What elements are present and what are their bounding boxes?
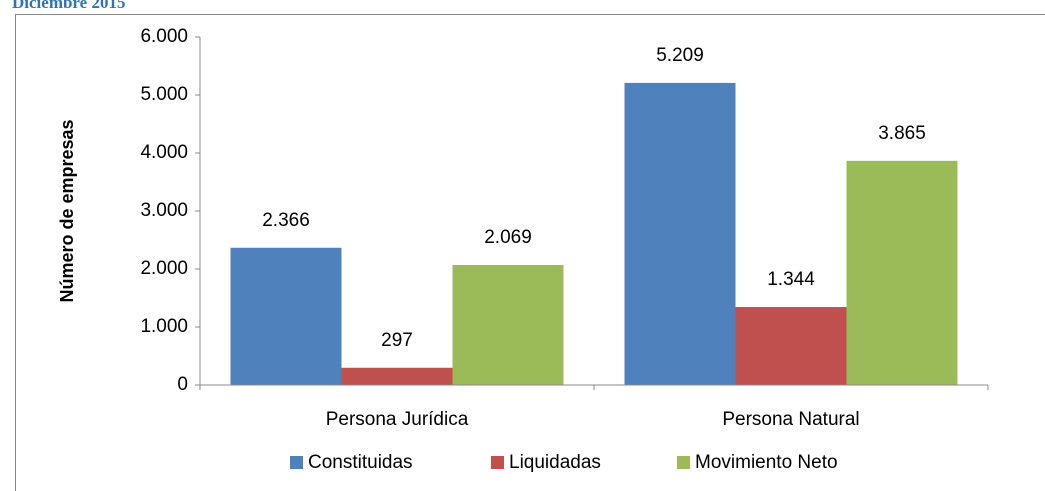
y-tick-label: 3.000: [140, 200, 188, 221]
value-label: 297: [381, 330, 413, 351]
y-tick-label: 0: [177, 374, 188, 395]
legend-swatch: [677, 456, 690, 469]
value-label: 2.069: [484, 227, 532, 248]
y-tick-label: 4.000: [140, 142, 188, 163]
bar: [735, 307, 847, 385]
y-tick-label: 6.000: [140, 26, 188, 47]
legend-label: Movimiento Neto: [695, 452, 838, 473]
value-label: 3.865: [878, 123, 926, 144]
legend-label: Constituidas: [308, 452, 413, 473]
y-axis-title: Número de empresas: [57, 119, 77, 302]
value-label: 2.366: [262, 210, 310, 231]
legend-swatch: [290, 456, 303, 469]
x-tick-label: Persona Natural: [722, 409, 859, 430]
bar: [624, 82, 736, 386]
legend-swatch: [491, 456, 504, 469]
bar: [452, 264, 564, 385]
bar: [846, 160, 958, 385]
chart-subtitle: Diciembre 2015: [12, 0, 125, 12]
y-tick-label: 2.000: [140, 258, 188, 279]
value-label: 1.344: [767, 269, 815, 290]
x-tick-label: Persona Jurídica: [326, 409, 469, 430]
y-tick-label: 1.000: [140, 316, 188, 337]
bar: [341, 367, 453, 385]
legend-label: Liquidadas: [509, 452, 601, 473]
y-tick-label: 5.000: [140, 84, 188, 105]
value-label: 5.209: [656, 45, 704, 66]
bar: [230, 247, 342, 385]
